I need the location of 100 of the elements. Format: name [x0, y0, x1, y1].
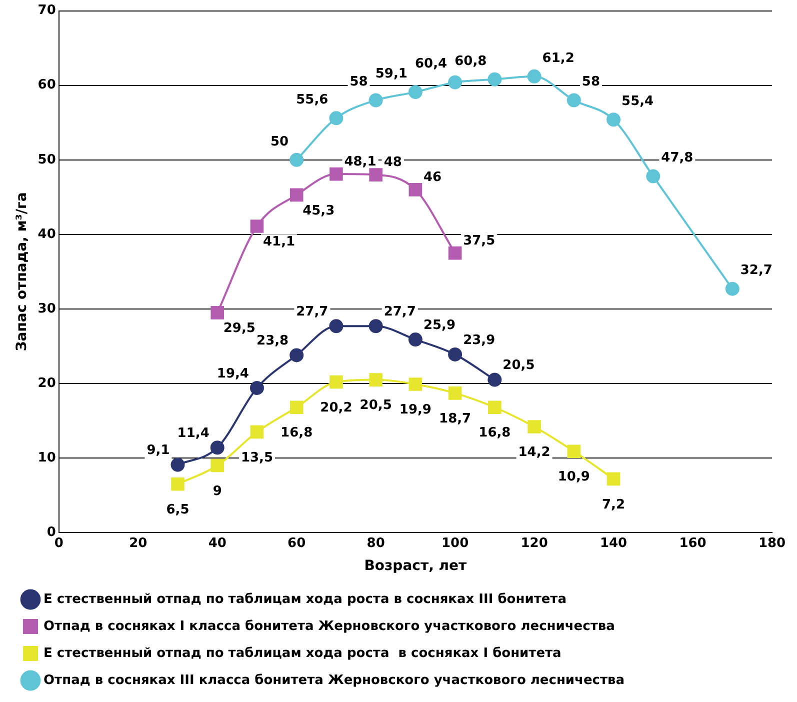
- point: [329, 319, 344, 334]
- data-label: 55,6: [296, 92, 328, 108]
- point: [448, 347, 462, 362]
- data-label: 20,5: [502, 358, 535, 374]
- data-label: 19,4: [216, 366, 249, 382]
- point: [408, 183, 422, 196]
- y-tick-label: 70: [38, 3, 56, 18]
- x-tick-label: 160: [679, 536, 706, 551]
- point: [369, 168, 382, 182]
- data-label: 27,7: [296, 304, 328, 320]
- point: [170, 458, 185, 472]
- data-label: 41,1: [262, 234, 296, 250]
- point: [448, 75, 462, 90]
- y-tick-label: 0: [46, 524, 56, 540]
- data-label: 58: [582, 74, 600, 90]
- point: [210, 458, 224, 472]
- point: [488, 72, 502, 86]
- point: [646, 169, 660, 184]
- data-label: 20,2: [320, 400, 352, 416]
- point: [725, 282, 740, 296]
- point: [250, 380, 264, 395]
- data-label: 11,4: [177, 426, 210, 441]
- data-label: 20,5: [360, 398, 392, 414]
- data-label: 55,4: [622, 94, 654, 110]
- x-tick-label: 180: [758, 536, 786, 551]
- x-tick-label: 40: [208, 536, 226, 551]
- x-axis-title: Возраст, лет: [364, 558, 468, 574]
- point: [448, 246, 462, 260]
- point: [527, 69, 542, 84]
- x-tick-label: 120: [520, 536, 548, 551]
- x-tick-label: 100: [441, 536, 469, 551]
- data-label: 48,1: [344, 154, 376, 170]
- y-tick-label: 20: [38, 376, 56, 391]
- data-label: 9,1: [146, 443, 170, 458]
- y-tick-label: 60: [38, 78, 56, 93]
- point: [606, 112, 621, 127]
- data-label: 60,8: [454, 54, 487, 69]
- data-label: 27,7: [384, 304, 416, 320]
- legend-label: Е стественный отпад по таблицам хода роста в сосняках I бонитета: [44, 646, 562, 661]
- data-label: 7,2: [602, 497, 626, 512]
- point: [408, 332, 422, 347]
- y-tick-label: 10: [38, 450, 56, 466]
- data-label: 60,4: [414, 56, 448, 72]
- data-label: 48: [384, 155, 402, 170]
- data-label: 18,7: [439, 412, 472, 427]
- data-label: 9: [212, 484, 222, 499]
- point: [368, 319, 383, 334]
- data-label: 23,9: [463, 332, 496, 348]
- y-tick-label: 50: [38, 152, 56, 168]
- x-tick-label: 20: [129, 536, 148, 551]
- x-tick-label: 80: [366, 536, 385, 551]
- data-label: 32,7: [740, 263, 772, 278]
- legend-label: Отпад в сосняках III класса бонитета Жерновского участкового лесничества: [44, 672, 625, 688]
- point: [566, 93, 581, 108]
- point: [250, 220, 264, 233]
- data-label: 23,8: [256, 334, 289, 349]
- point: [210, 306, 224, 320]
- x-tick-label: 140: [600, 536, 628, 551]
- point: [290, 188, 304, 202]
- point: [290, 400, 304, 414]
- data-label: 6,5: [166, 502, 190, 518]
- point: [567, 444, 581, 458]
- legend-label: Отпад в сосняках I класса бонитета Жерновского участкового лесничества: [44, 618, 615, 634]
- point: [408, 378, 422, 391]
- data-label: 37,5: [463, 233, 496, 248]
- y-tick-label: 40: [38, 226, 56, 242]
- data-label: 46: [423, 170, 442, 186]
- data-label: 50: [270, 134, 289, 150]
- point: [408, 85, 422, 100]
- point: [606, 472, 620, 486]
- data-label: 25,9: [423, 318, 456, 333]
- data-label: 14,2: [518, 445, 550, 460]
- data-label: 45,3: [302, 203, 335, 218]
- point: [290, 348, 304, 362]
- data-label: 19,9: [399, 402, 432, 418]
- point: [330, 167, 343, 181]
- legend-label: Е стественный отпад по таблицам хода роста в сосняках III бонитета: [44, 592, 566, 607]
- point: [171, 477, 184, 491]
- point: [488, 372, 502, 387]
- point: [290, 152, 304, 167]
- point: [528, 420, 541, 434]
- data-label: 16,8: [478, 426, 511, 441]
- point: [330, 375, 343, 389]
- point: [488, 400, 502, 414]
- point: [369, 373, 382, 386]
- point: [210, 440, 224, 455]
- data-label: 59,1: [375, 66, 408, 82]
- data-label: 61,2: [542, 50, 574, 66]
- data-label: 13,5: [240, 450, 274, 466]
- point: [448, 386, 462, 400]
- data-label: 16,8: [280, 426, 313, 441]
- y-axis-title: Запас отпада, м³/га: [14, 192, 30, 352]
- data-label: 29,5: [223, 321, 256, 336]
- data-label: 10,9: [558, 470, 590, 485]
- point: [329, 111, 344, 126]
- y-tick-label: 30: [38, 301, 56, 316]
- point: [250, 425, 264, 439]
- data-label: 47,8: [661, 150, 694, 166]
- point: [368, 93, 383, 108]
- x-tick-label: 60: [288, 536, 306, 551]
